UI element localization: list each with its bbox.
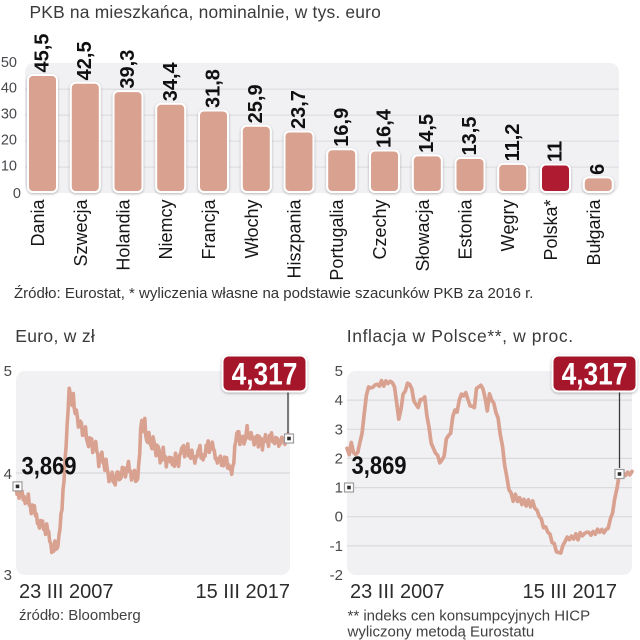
svg-text:Włochy: Włochy <box>242 200 262 259</box>
svg-text:30: 30 <box>1 107 17 123</box>
svg-text:15 III 2017: 15 III 2017 <box>195 581 290 603</box>
svg-text:Hiszpania: Hiszpania <box>285 199 305 279</box>
svg-text:Francja: Francja <box>199 199 219 260</box>
svg-text:42,5: 42,5 <box>74 41 96 80</box>
svg-text:źródło: Bloomberg: źródło: Bloomberg <box>19 607 141 624</box>
svg-text:PKB na mieszkańca, nominalnie,: PKB na mieszkańca, nominalnie, w tys. eu… <box>30 2 382 22</box>
svg-text:-2: -2 <box>330 567 343 584</box>
svg-text:5: 5 <box>4 363 12 380</box>
svg-text:Węgry: Węgry <box>498 200 518 252</box>
svg-text:25,9: 25,9 <box>245 84 267 123</box>
svg-text:3,869: 3,869 <box>22 452 77 480</box>
svg-text:11: 11 <box>545 141 567 162</box>
svg-text:4,317: 4,317 <box>232 357 298 392</box>
svg-text:4: 4 <box>4 466 12 483</box>
svg-text:23 III 2007: 23 III 2007 <box>350 581 445 603</box>
svg-text:3: 3 <box>335 421 343 438</box>
svg-text:13,5: 13,5 <box>459 117 481 156</box>
svg-text:15 III 2017: 15 III 2017 <box>522 581 617 603</box>
svg-text:4,317: 4,317 <box>562 357 628 392</box>
svg-text:Portugalia: Portugalia <box>327 199 347 281</box>
svg-text:16,4: 16,4 <box>374 108 396 148</box>
svg-text:Szwecja: Szwecja <box>71 199 91 267</box>
svg-text:Słowacja: Słowacja <box>413 199 433 272</box>
svg-text:Źródło: Eurostat, * wyliczenia: Źródło: Eurostat, * wyliczenia własne na… <box>14 285 533 302</box>
svg-text:11,2: 11,2 <box>502 124 524 162</box>
svg-text:Czechy: Czechy <box>370 200 390 260</box>
svg-text:Bułgaria: Bułgaria <box>584 199 604 266</box>
svg-text:Euro, w zł: Euro, w zł <box>15 326 95 346</box>
svg-text:5: 5 <box>335 363 343 380</box>
svg-text:3,869: 3,869 <box>352 452 407 480</box>
svg-text:20: 20 <box>1 133 17 149</box>
svg-text:23,7: 23,7 <box>288 90 310 129</box>
svg-text:wyliczony metodą Eurostatu: wyliczony metodą Eurostatu <box>347 624 535 640</box>
svg-text:Polska*: Polska* <box>541 200 561 261</box>
svg-text:31,8: 31,8 <box>203 69 225 108</box>
svg-text:Niemcy: Niemcy <box>156 200 176 260</box>
svg-text:45,5: 45,5 <box>32 34 54 73</box>
svg-text:** indeks cen konsumpcyjnych H: ** indeks cen konsumpcyjnych HICP <box>348 608 591 625</box>
svg-text:50: 50 <box>1 55 17 71</box>
svg-text:23 III 2007: 23 III 2007 <box>19 581 114 603</box>
svg-text:-1: -1 <box>330 538 343 555</box>
svg-text:1: 1 <box>335 480 343 497</box>
svg-text:14,5: 14,5 <box>416 114 438 153</box>
svg-text:34,4: 34,4 <box>160 61 182 101</box>
svg-text:10: 10 <box>1 159 17 175</box>
svg-text:6: 6 <box>587 164 609 175</box>
svg-text:0: 0 <box>335 509 343 526</box>
svg-text:Estonia: Estonia <box>456 199 476 260</box>
svg-text:Inflacja w Polsce**, w proc.: Inflacja w Polsce**, w proc. <box>347 326 574 346</box>
svg-text:16,9: 16,9 <box>331 108 353 147</box>
svg-text:2: 2 <box>335 450 343 467</box>
svg-text:4: 4 <box>335 392 343 409</box>
svg-text:3: 3 <box>4 567 12 584</box>
svg-text:39,3: 39,3 <box>117 50 139 89</box>
svg-text:Holandia: Holandia <box>114 199 134 271</box>
svg-text:Dania: Dania <box>28 199 48 247</box>
svg-text:0: 0 <box>13 186 21 202</box>
svg-text:40: 40 <box>1 81 17 97</box>
